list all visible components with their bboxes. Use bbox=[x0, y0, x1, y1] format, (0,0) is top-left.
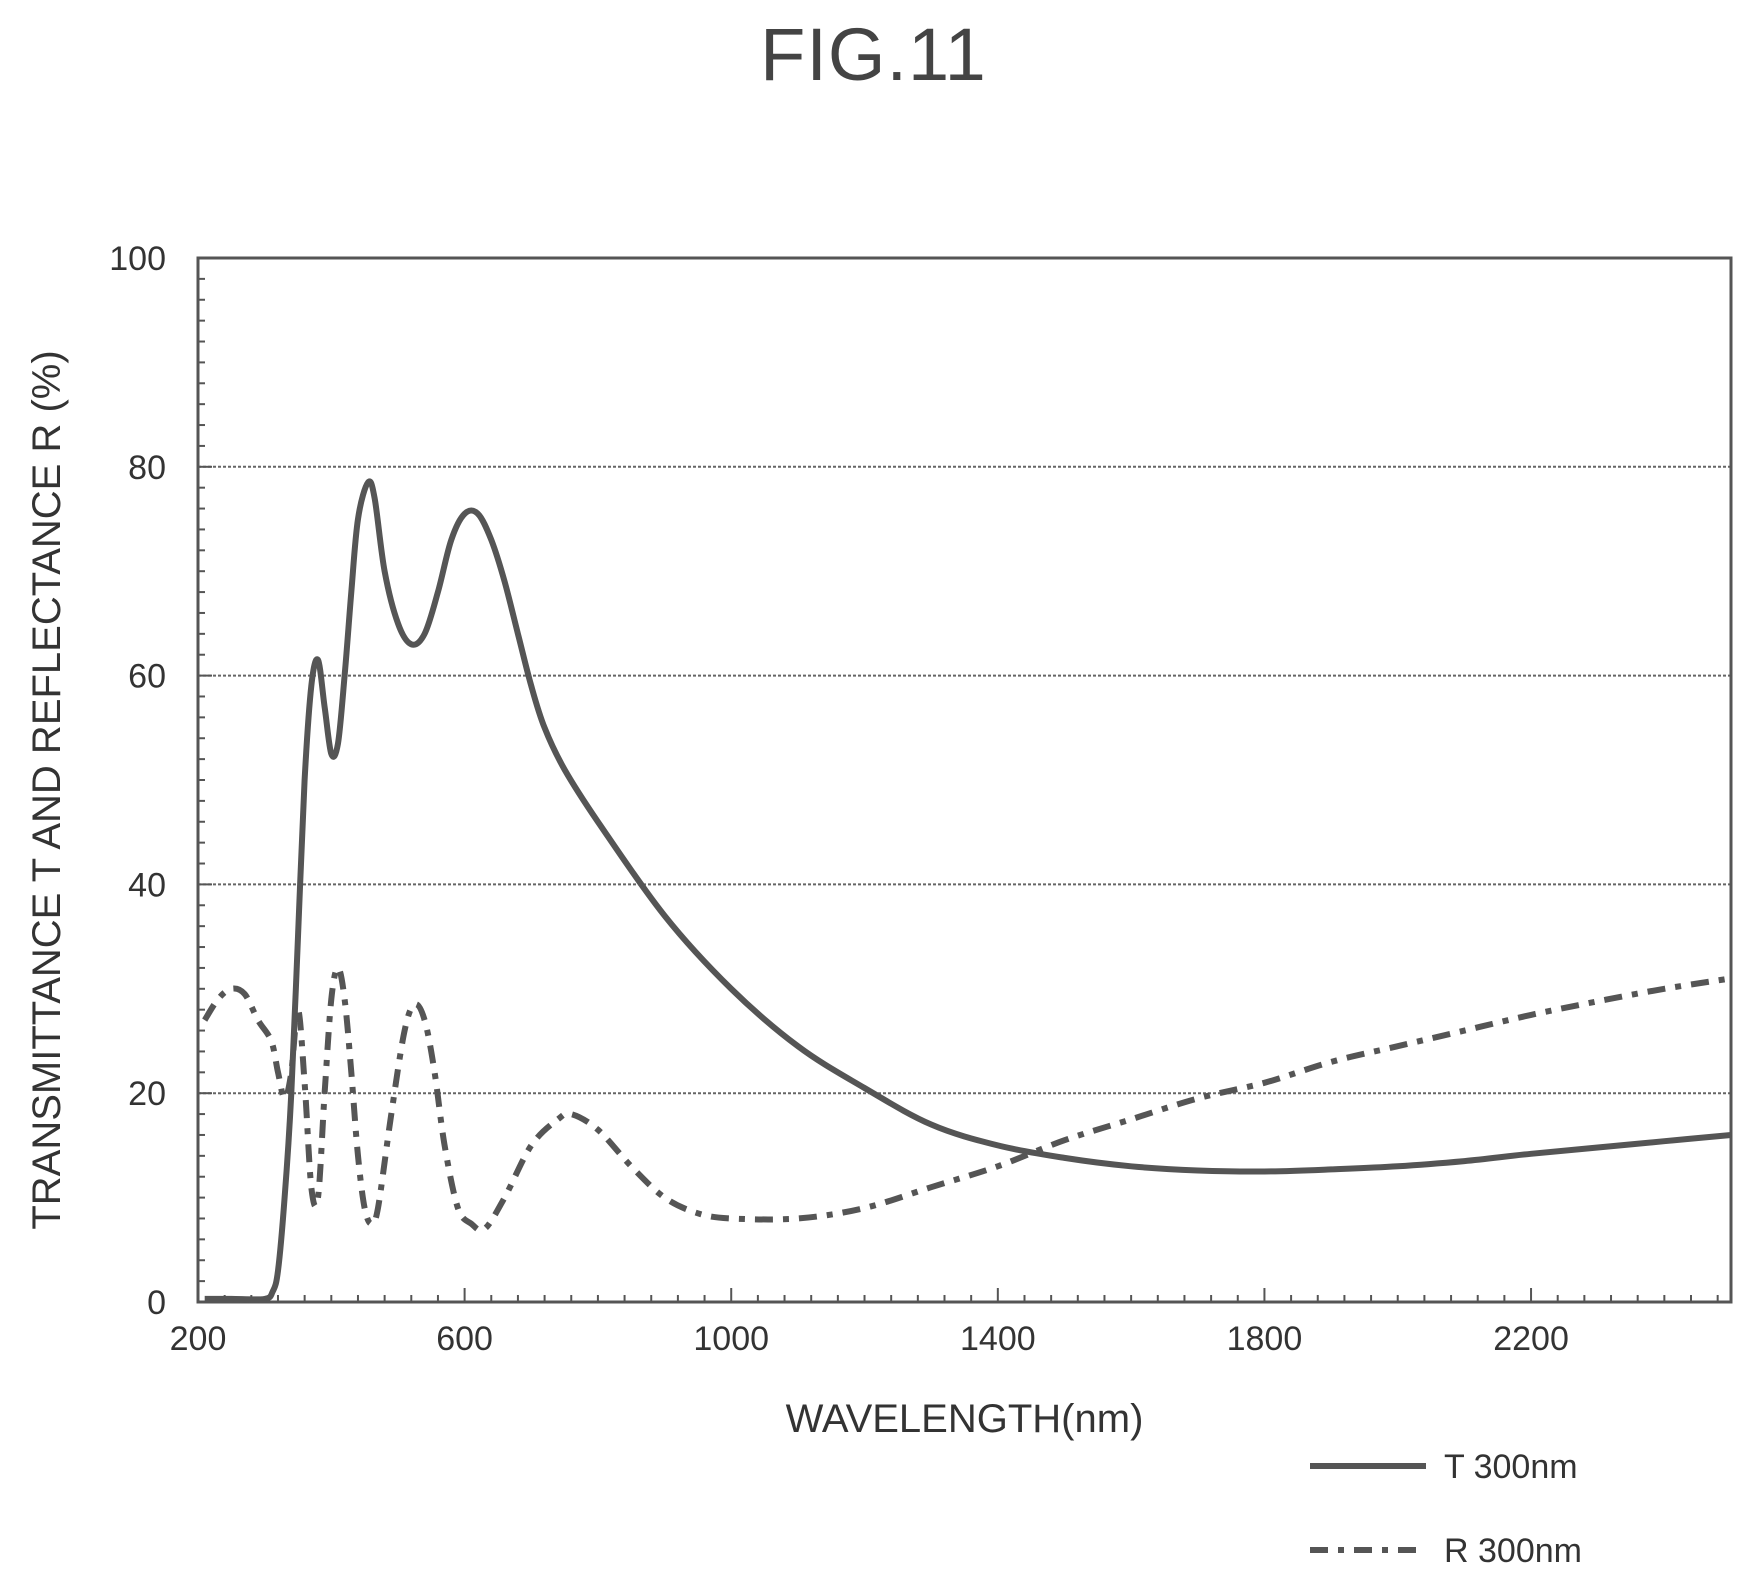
series-line-t bbox=[204, 478, 1732, 1303]
x-tick-label: 2200 bbox=[1493, 1320, 1569, 1358]
x-tick-label: 1800 bbox=[1227, 1320, 1303, 1358]
series-lines bbox=[202, 478, 1732, 1303]
x-tick-label: 600 bbox=[436, 1320, 493, 1358]
series-line-r bbox=[202, 964, 1732, 1234]
plot-frame bbox=[196, 256, 1733, 1304]
y-tick-label: 20 bbox=[128, 1075, 166, 1113]
x-tick-label: 1400 bbox=[960, 1320, 1036, 1358]
y-tick-label: 60 bbox=[128, 658, 166, 696]
minor-ticks bbox=[197, 257, 1719, 1303]
y-axis-label: TRANSMITTANCE T AND REFLECTANCE R (%) bbox=[25, 350, 69, 1229]
legend-label: R 300nm bbox=[1444, 1532, 1582, 1570]
y-tick-label: 0 bbox=[147, 1284, 166, 1322]
grid-lines bbox=[198, 465, 1731, 1095]
figure-title: FIG.11 bbox=[760, 13, 987, 96]
x-tick-label: 200 bbox=[170, 1320, 227, 1358]
y-tick-label: 100 bbox=[109, 240, 166, 278]
y-tick-label: 80 bbox=[128, 449, 166, 487]
legend: T 300nm R 300nm bbox=[1310, 1448, 1582, 1570]
y-tick-label: 40 bbox=[128, 866, 166, 904]
x-axis-label: WAVELENGTH(nm) bbox=[786, 1397, 1144, 1441]
tick-labels: 0 20 40 60 80 100 200 600 1000 1400 1800 2200 bbox=[109, 240, 1569, 1358]
x-tick-label: 1000 bbox=[693, 1320, 769, 1358]
legend-label: T 300nm bbox=[1444, 1448, 1578, 1486]
